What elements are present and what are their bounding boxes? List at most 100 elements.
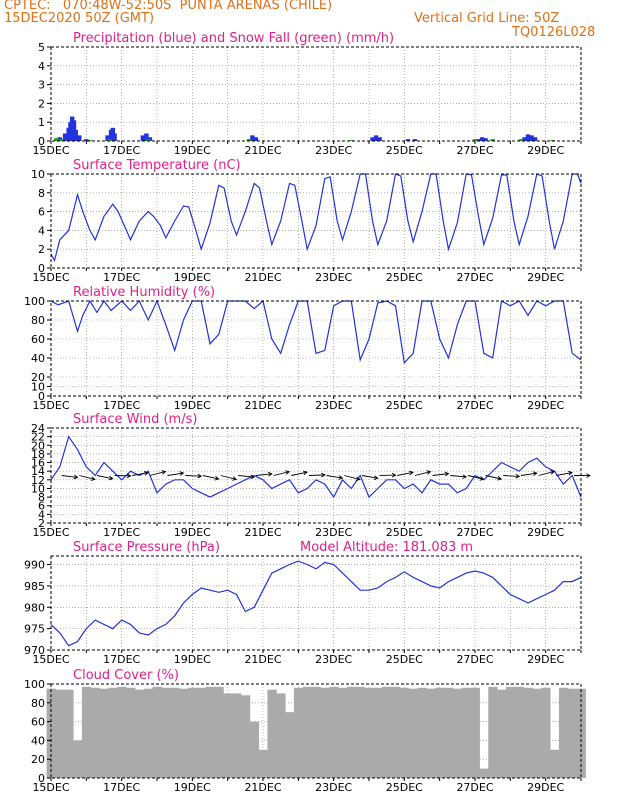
cloud-bar xyxy=(276,693,286,778)
wind-arrow-head xyxy=(321,472,326,478)
snow-bar xyxy=(107,139,112,141)
y-tick-label: 10 xyxy=(31,381,45,394)
wind-arrow xyxy=(185,475,202,477)
precip-bar xyxy=(250,135,255,141)
y-tick-label: 40 xyxy=(31,734,45,747)
x-tick-label: 27DEC xyxy=(456,781,493,794)
x-tick-label: 15DEC xyxy=(32,271,69,284)
cloud-bar xyxy=(505,686,516,778)
cloud-bar xyxy=(81,686,92,778)
x-tick-label: 29DEC xyxy=(527,653,564,666)
cloud-bar xyxy=(567,688,578,778)
x-tick-label: 21DEC xyxy=(244,781,281,794)
line-pressure xyxy=(50,560,582,647)
header-code: TQ0126L028 xyxy=(512,25,596,40)
snow-bar xyxy=(246,139,252,141)
wind-arrow xyxy=(432,473,449,476)
wind-arrow-head xyxy=(338,475,344,480)
cloud-bar xyxy=(179,688,189,778)
cloud-bar xyxy=(488,686,498,778)
cloud-bar xyxy=(293,687,304,778)
cloud-bar xyxy=(470,687,480,778)
x-tick-label: 19DEC xyxy=(174,399,211,412)
wind-arrow xyxy=(467,475,484,480)
cloud-bar xyxy=(161,687,171,778)
cloud-bar xyxy=(444,687,454,778)
precip-bar xyxy=(84,139,89,141)
wind-arrow xyxy=(538,471,555,476)
y-tick-label: 2 xyxy=(38,243,45,256)
cloud-bar xyxy=(143,688,154,778)
precip-bar xyxy=(144,133,149,141)
y-tick-label: 60 xyxy=(31,333,45,346)
cloud-bar xyxy=(417,687,427,778)
wind-arrow xyxy=(503,475,520,477)
wind-arrow-head xyxy=(462,474,468,479)
wind-arrow-head xyxy=(126,473,132,479)
precip-bar xyxy=(253,137,259,141)
cloud-bar xyxy=(170,687,180,778)
cloud-bar xyxy=(426,688,436,778)
x-tick-label: 21DEC xyxy=(244,144,281,157)
wind-arrow xyxy=(79,475,95,480)
wind-arrow-head xyxy=(444,471,450,477)
x-tick-label: 15DEC xyxy=(32,399,69,412)
y-tick-label: 22 xyxy=(31,431,45,444)
wind-arrow-head xyxy=(197,473,203,479)
y-tick-label: 10 xyxy=(31,482,45,495)
x-tick-label: 27DEC xyxy=(456,271,493,284)
wind-arrow-head xyxy=(214,475,220,481)
wind-arrow-head xyxy=(586,473,591,478)
wind-arrow xyxy=(520,472,537,476)
y-tick-label: 985 xyxy=(24,580,45,593)
cloud-bar xyxy=(64,689,74,778)
snow-bar xyxy=(59,139,64,141)
y-tick-label: 990 xyxy=(24,559,45,572)
y-tick-label: 5 xyxy=(38,41,45,54)
precip-bar xyxy=(522,137,527,141)
wind-arrow xyxy=(556,472,573,476)
x-tick-label: 23DEC xyxy=(315,399,352,412)
cloud-bar xyxy=(452,688,463,778)
y-tick-label: 16 xyxy=(31,457,45,470)
x-tick-label: 17DEC xyxy=(103,399,140,412)
cloud-bar xyxy=(514,686,525,778)
x-tick-label: 27DEC xyxy=(456,526,493,539)
y-tick-label: 6 xyxy=(38,206,45,219)
x-tick-label: 29DEC xyxy=(527,271,564,284)
panel-5 xyxy=(46,683,586,781)
x-tick-label: 19DEC xyxy=(174,271,211,284)
cloud-bar xyxy=(214,686,224,778)
precip-bar xyxy=(532,137,538,141)
y-tick-label: 18 xyxy=(31,448,45,461)
cloud-bar xyxy=(541,687,551,778)
y-tick-label: 80 xyxy=(31,314,45,327)
wind-arrow-head xyxy=(568,470,573,476)
x-tick-label: 29DEC xyxy=(527,399,564,412)
x-tick-label: 25DEC xyxy=(386,526,423,539)
wind-arrow-head xyxy=(426,470,432,475)
wind-arrow-head xyxy=(302,470,308,476)
cloud-bar xyxy=(187,687,198,778)
precip-bar xyxy=(62,133,68,141)
precip-bar xyxy=(412,139,418,141)
wind-arrow-head xyxy=(497,476,503,481)
x-tick-label: 21DEC xyxy=(244,271,281,284)
panel-frame xyxy=(50,173,582,269)
y-tick-label: 100 xyxy=(24,678,45,691)
cloud-bar xyxy=(550,749,560,778)
y-tick-label: 0 xyxy=(38,135,45,148)
cloud-bar xyxy=(73,740,83,778)
line-humidity xyxy=(50,299,582,365)
wind-arrow-head xyxy=(391,472,397,478)
cloud-bar xyxy=(479,768,489,778)
wind-arrow-head xyxy=(161,470,167,475)
y-tick-label: 12 xyxy=(31,474,45,487)
y-tick-label: 14 xyxy=(31,465,45,478)
wind-arrow xyxy=(220,475,237,480)
y-tick-label: 8 xyxy=(38,491,45,504)
cloud-bar xyxy=(285,712,295,778)
x-tick-label: 17DEC xyxy=(103,144,140,157)
x-tick-label: 17DEC xyxy=(103,526,140,539)
